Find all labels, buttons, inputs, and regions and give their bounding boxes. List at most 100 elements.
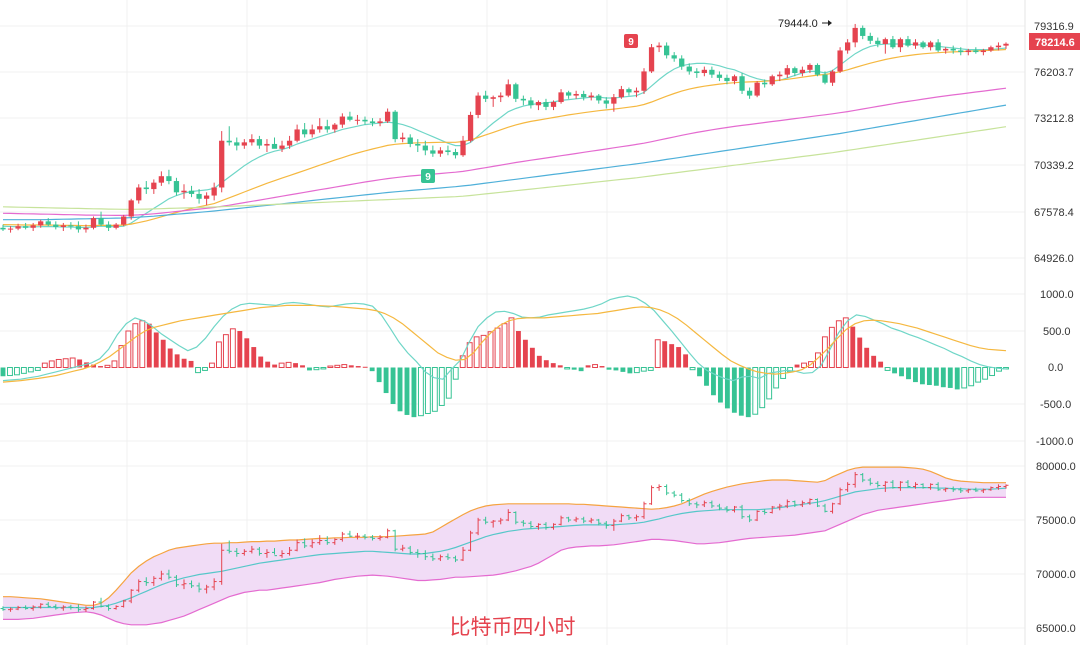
macd-tick: -1000.0 xyxy=(1036,436,1073,448)
boll-ohlc-bar xyxy=(23,605,29,610)
price-axis: 79316.9 76203.7 73212.8 70339.2 67578.4 … xyxy=(1034,21,1074,265)
candle-body xyxy=(807,64,813,70)
boll-ohlc-bar xyxy=(988,486,994,491)
candle xyxy=(445,145,451,156)
macd-bar xyxy=(766,367,773,400)
candle-body xyxy=(241,142,247,146)
macd-bar xyxy=(947,367,953,388)
boll-ohlc-bar xyxy=(354,532,360,540)
boll-ohlc-bar xyxy=(973,487,979,492)
candle xyxy=(475,92,481,119)
candle xyxy=(22,222,29,230)
macd-bar xyxy=(627,367,633,374)
candle-body xyxy=(422,145,428,151)
candle xyxy=(53,221,59,230)
macd-dea-line xyxy=(2,304,1007,383)
candle-body xyxy=(890,39,896,48)
macd-bar xyxy=(174,354,180,368)
boll-ohlc-bar xyxy=(920,483,926,489)
candle xyxy=(988,45,994,53)
candle xyxy=(965,48,971,56)
macd-bar xyxy=(704,367,709,386)
boll-ohlc-bar xyxy=(551,523,557,530)
candle-body xyxy=(995,45,1002,48)
macd-bar xyxy=(954,367,960,390)
candle-body xyxy=(53,224,59,227)
boll-ohlc-bar xyxy=(430,553,436,562)
macd-bar xyxy=(383,367,389,394)
candle-body xyxy=(166,176,172,182)
boll-ohlc-bar xyxy=(181,579,187,590)
macd-bar xyxy=(773,367,780,389)
macd-bar xyxy=(41,362,48,368)
candle-body xyxy=(920,42,926,48)
candle-body xyxy=(264,143,270,146)
macd-bar xyxy=(996,367,1002,372)
candle xyxy=(113,222,119,230)
macd-bar xyxy=(738,367,744,416)
candle-body xyxy=(581,93,587,98)
candle-body xyxy=(935,42,941,51)
macd-axis: 1000.0 500.0 0.0 -500.0 -1000.0 xyxy=(1036,289,1074,448)
candle xyxy=(754,81,760,98)
boll-ohlc-bar xyxy=(566,516,572,523)
candle xyxy=(158,171,165,186)
macd-bar xyxy=(348,365,354,368)
candle-body xyxy=(694,71,700,74)
macd-bar xyxy=(975,367,982,383)
candle-body xyxy=(958,50,964,53)
candle xyxy=(641,68,647,94)
candle xyxy=(611,93,617,112)
macd-bar xyxy=(209,362,215,368)
candle xyxy=(166,169,172,185)
gridlines xyxy=(0,0,1025,645)
boll-ohlc-bar xyxy=(679,493,685,503)
macd-bar xyxy=(431,367,438,412)
candle xyxy=(822,71,828,85)
macd-bar xyxy=(285,361,292,369)
candle xyxy=(867,32,873,45)
macd-bar xyxy=(48,360,55,368)
candle-body xyxy=(279,145,285,149)
candle xyxy=(520,95,526,106)
macd-bar xyxy=(606,367,612,370)
macd-bar xyxy=(139,320,146,368)
macd-bar xyxy=(522,339,528,368)
candle-body xyxy=(7,228,14,230)
candle-body xyxy=(716,74,723,78)
candle-body xyxy=(769,76,775,85)
candle-body xyxy=(400,137,406,140)
candle-body xyxy=(143,187,149,190)
candle-body xyxy=(354,119,361,121)
candle xyxy=(626,87,632,96)
boll-ohlc-bar xyxy=(732,505,738,513)
macd-bar xyxy=(313,367,320,371)
boll-ohlc-bar xyxy=(128,589,134,604)
candle-body xyxy=(324,126,330,130)
candle xyxy=(596,93,602,104)
macd-bar xyxy=(864,347,870,368)
boll-ohlc-bar xyxy=(980,488,986,493)
boll-tick: 75000.0 xyxy=(1036,515,1076,527)
candle-body xyxy=(837,50,843,72)
candle-body xyxy=(641,71,647,91)
candle xyxy=(302,123,308,138)
macd-bar xyxy=(341,364,348,368)
macd-bar xyxy=(369,367,375,372)
candle xyxy=(226,126,232,146)
macd-bar xyxy=(417,367,424,417)
candle xyxy=(98,211,104,227)
boll-ohlc-bar xyxy=(965,488,971,493)
boll-ohlc-bar xyxy=(302,538,308,549)
candle xyxy=(784,64,790,78)
macd-bar xyxy=(752,367,759,415)
boll-ohlc-bar xyxy=(294,539,300,552)
boll-ohlc-bar xyxy=(995,484,1001,490)
boll-ohlc-bar xyxy=(324,536,330,545)
candle xyxy=(573,90,579,99)
boll-ohlc-bar xyxy=(777,503,783,511)
macd-bar xyxy=(390,367,396,404)
boll-ohlc-bar xyxy=(287,547,293,556)
candle xyxy=(45,218,51,227)
boll-ohlc-bar xyxy=(415,549,421,558)
